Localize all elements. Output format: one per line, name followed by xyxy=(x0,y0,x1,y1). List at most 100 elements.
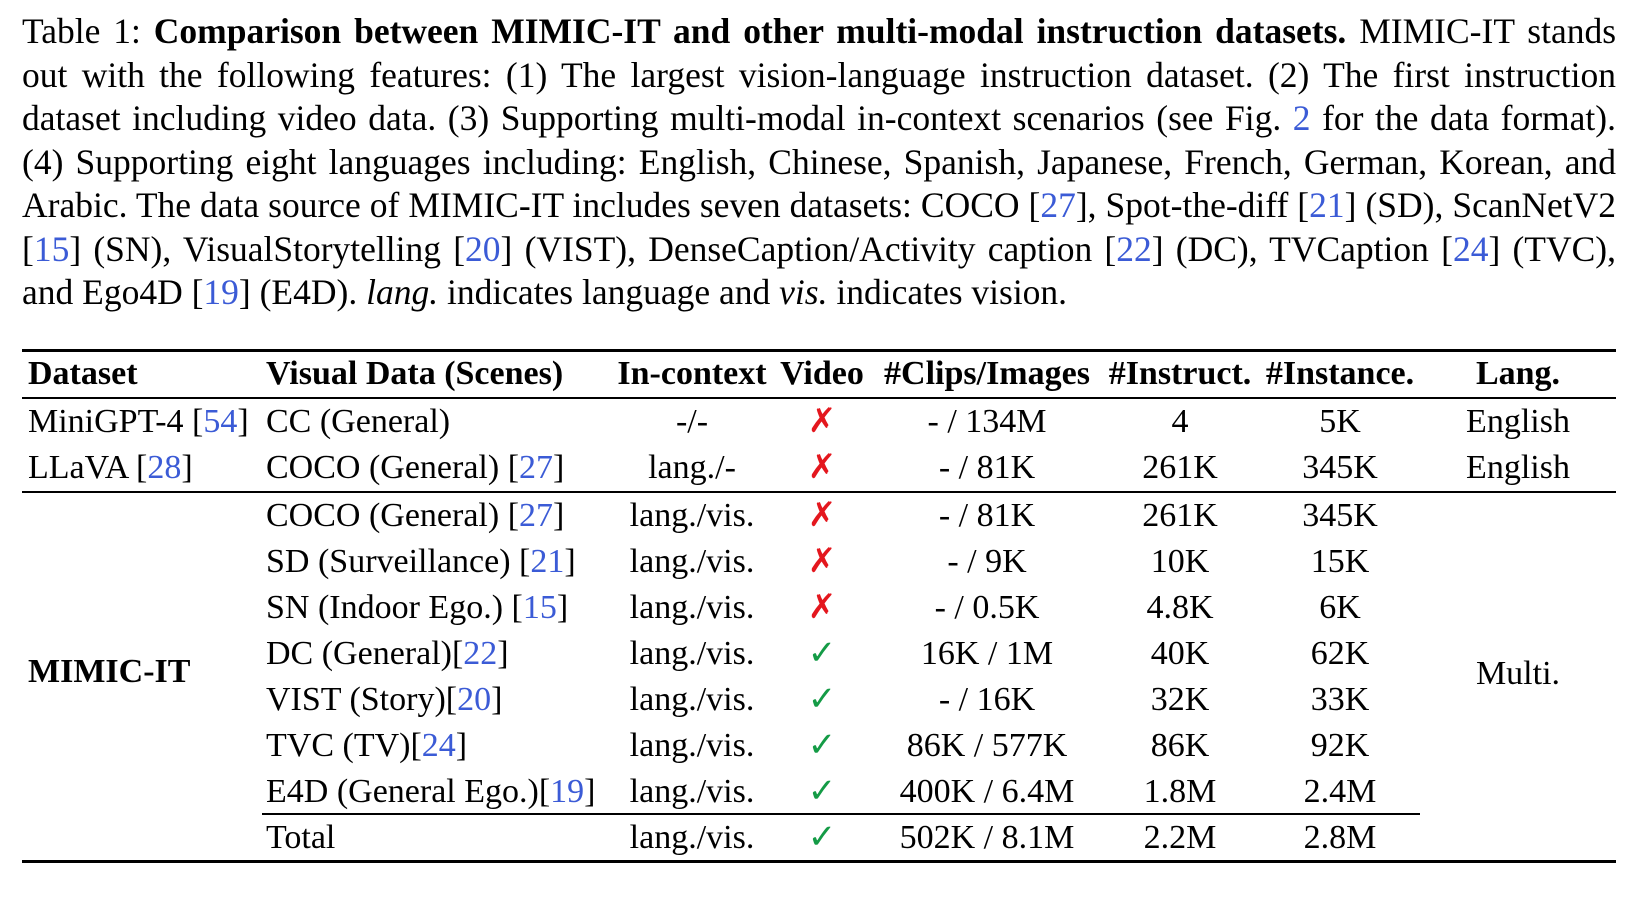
cell-text: 16K / 1M xyxy=(920,635,1054,672)
cell-text: -/- xyxy=(675,403,709,440)
table-cell: lang./vis. xyxy=(612,680,772,720)
cell-text: lang./vis. xyxy=(629,497,755,534)
cell-text: ✗ xyxy=(807,497,837,534)
cell-text: Lang. xyxy=(1475,355,1561,392)
table-cell: 86K xyxy=(1100,726,1260,766)
ref-link[interactable]: 19 xyxy=(550,773,585,810)
cell-text: VIST (Story)[ xyxy=(266,681,458,718)
table-rule xyxy=(262,813,1420,815)
cell-text: #Instance. xyxy=(1265,355,1415,392)
cell-text: ✗ xyxy=(807,403,837,440)
table-cell: 261K xyxy=(1100,448,1260,488)
cell-text: ✓ xyxy=(807,681,837,718)
cell-text: lang./vis. xyxy=(629,773,755,810)
cell-text: 345K xyxy=(1302,449,1378,486)
cell-text: 261K xyxy=(1142,497,1218,534)
cell-text: - / 81K xyxy=(938,497,1036,534)
cell-text: Total xyxy=(266,819,336,856)
table-cell: 2.2M xyxy=(1100,818,1260,858)
cell-text: ] xyxy=(553,449,565,486)
cross-icon: ✗ xyxy=(774,448,870,488)
cell-text: MiniGPT-4 [ xyxy=(28,403,204,440)
ref-link[interactable]: 2 xyxy=(1292,98,1311,138)
cell-text: lang./vis. xyxy=(629,819,755,856)
ref-link[interactable]: 24 xyxy=(1452,228,1489,269)
cell-text: ] xyxy=(237,403,249,440)
cell-text: #Clips/Images xyxy=(884,355,1090,392)
cell-text: DC (General)[ xyxy=(266,635,464,672)
ref-link[interactable]: 22 xyxy=(463,635,498,672)
table-cell: 4.8K xyxy=(1100,588,1260,628)
ref-link[interactable]: 20 xyxy=(457,681,492,718)
ref-link[interactable]: 24 xyxy=(421,727,456,764)
cell-text: lang./vis. xyxy=(629,681,755,718)
column-header: Dataset xyxy=(28,354,264,394)
table-cell: 5K xyxy=(1260,402,1420,442)
table-rule xyxy=(22,491,1616,493)
cell-text: In-context xyxy=(617,355,767,392)
caption-text: indicates language and xyxy=(438,272,780,312)
table-cell: 40K xyxy=(1100,634,1260,674)
cell-text: ] xyxy=(181,449,193,486)
ref-link[interactable]: 54 xyxy=(203,403,238,440)
column-header: Visual Data (Scenes) xyxy=(266,354,612,394)
table-cell: 345K xyxy=(1260,496,1420,536)
table-cell: 2.8M xyxy=(1260,818,1420,858)
cell-text: ✗ xyxy=(807,449,837,486)
cell-text: English xyxy=(1466,403,1570,440)
cell-text: 261K xyxy=(1142,449,1218,486)
check-icon: ✓ xyxy=(774,818,870,858)
table-caption: Table 1: Comparison between MIMIC-IT and… xyxy=(22,10,1616,315)
table-cell: lang./- xyxy=(612,448,772,488)
ref-link[interactable]: 28 xyxy=(147,449,182,486)
group-lang: Multi. xyxy=(1420,654,1616,694)
cell-text: - / 9K xyxy=(947,543,1027,580)
ref-link[interactable]: 15 xyxy=(522,589,557,626)
caption-text: ] (SN), VisualStorytelling [ xyxy=(69,228,466,269)
ref-link[interactable]: 19 xyxy=(203,272,239,312)
table-cell: E4D (General Ego.)[19] xyxy=(266,772,612,812)
table-cell: 4 xyxy=(1100,402,1260,442)
table-cell: lang./vis. xyxy=(612,772,772,812)
ref-link[interactable]: 27 xyxy=(519,497,554,534)
cell-text: lang./vis. xyxy=(629,543,755,580)
table-cell: lang./vis. xyxy=(612,588,772,628)
cell-text: lang./vis. xyxy=(629,589,755,626)
cell-text: 4 xyxy=(1171,403,1189,440)
column-header: #Instruct. xyxy=(1100,354,1260,394)
table-cell: 86K / 577K xyxy=(874,726,1100,766)
caption-text: ] (E4D). xyxy=(238,272,367,312)
cell-text: lang./vis. xyxy=(629,727,755,764)
cell-text: 92K xyxy=(1310,727,1370,764)
cell-text: TVC (TV)[ xyxy=(266,727,422,764)
table-cell: 33K xyxy=(1260,680,1420,720)
table-cell: COCO (General) [27] xyxy=(266,448,612,488)
cell-text: English xyxy=(1466,449,1570,486)
table-cell: - / 81K xyxy=(874,448,1100,488)
ref-link[interactable]: 22 xyxy=(1116,228,1152,269)
table-cell: 345K xyxy=(1260,448,1420,488)
cell-text: Multi. xyxy=(1475,655,1561,692)
ref-link[interactable]: 15 xyxy=(33,228,70,269)
table-cell: lang./vis. xyxy=(612,726,772,766)
table-cell: SD (Surveillance) [21] xyxy=(266,542,612,582)
cross-icon: ✗ xyxy=(774,542,870,582)
ref-link[interactable]: 27 xyxy=(519,449,554,486)
ref-link[interactable]: 21 xyxy=(1309,185,1345,225)
ref-link[interactable]: 20 xyxy=(465,228,501,269)
ref-link[interactable]: 21 xyxy=(530,543,565,580)
cell-text: 40K xyxy=(1150,635,1210,672)
caption-text: ] (VIST), DenseCaption/Activity caption … xyxy=(500,228,1117,269)
cell-text: ✗ xyxy=(807,589,837,626)
cell-text: 345K xyxy=(1302,497,1378,534)
cell-text: 6K xyxy=(1319,589,1361,626)
ref-link[interactable]: 27 xyxy=(1040,185,1076,225)
table-cell: 261K xyxy=(1100,496,1260,536)
table-cell: lang./vis. xyxy=(612,542,772,582)
caption-text: ] (DC), TVCaption [ xyxy=(1151,228,1453,269)
cell-text: 32K xyxy=(1150,681,1210,718)
table-cell: English xyxy=(1420,402,1616,442)
cross-icon: ✗ xyxy=(774,402,870,442)
column-header: Video xyxy=(774,354,870,394)
cell-text: lang./- xyxy=(648,449,736,486)
